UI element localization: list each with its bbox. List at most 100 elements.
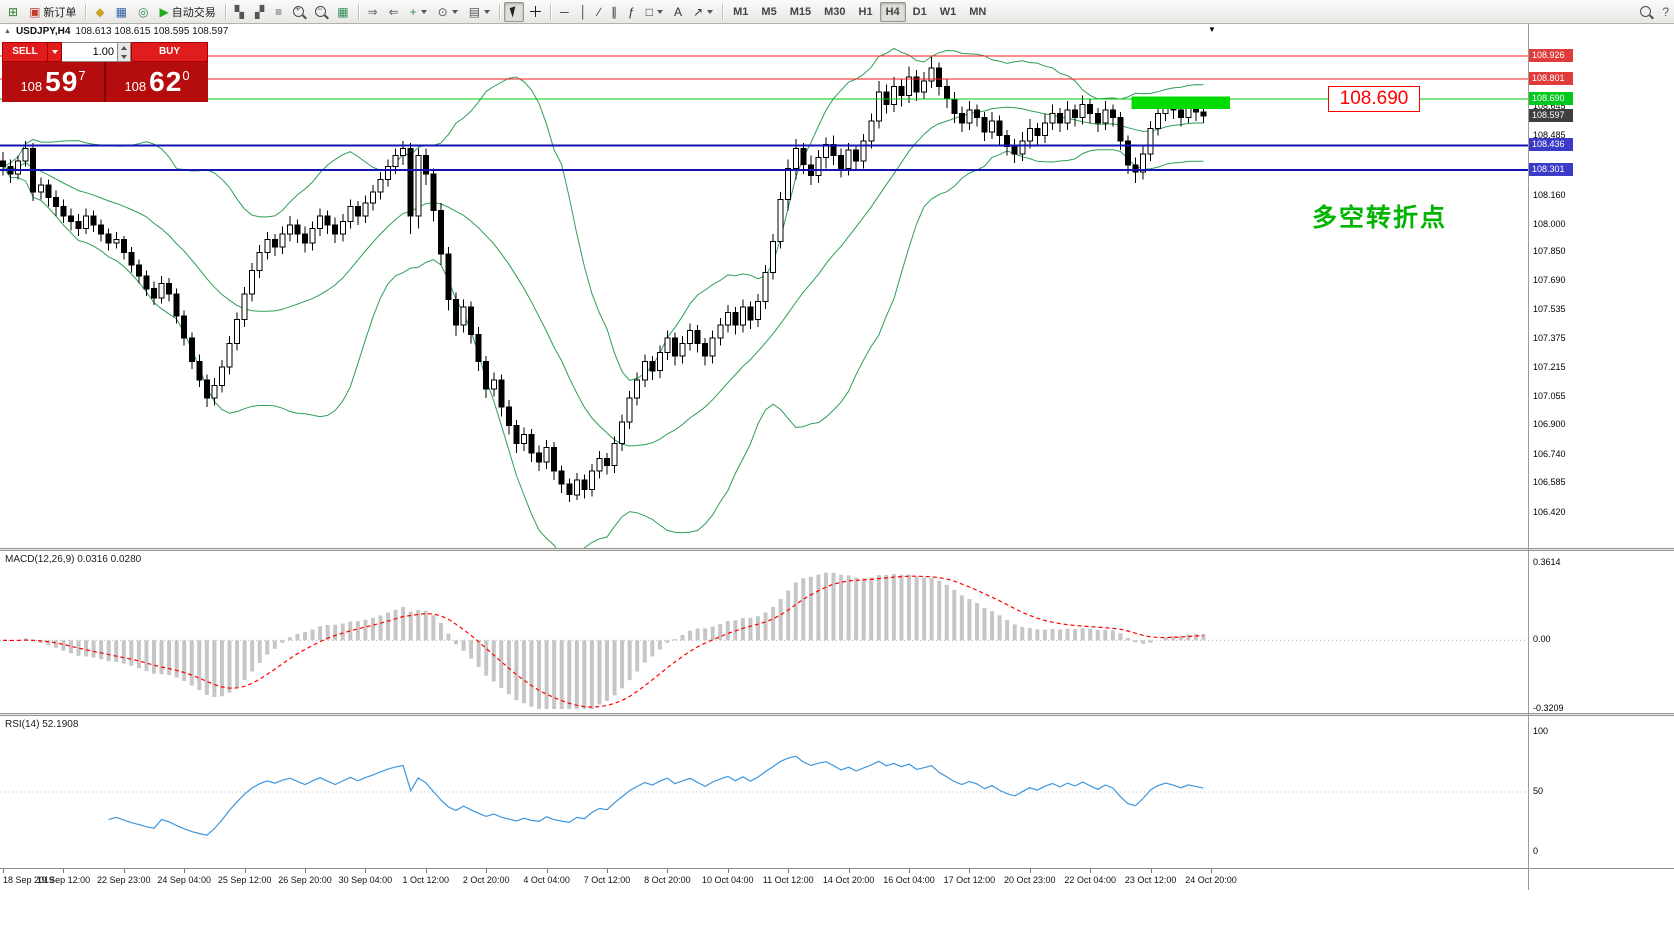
price-callout[interactable]: 108.690 xyxy=(1328,86,1420,112)
timeframe-h4[interactable]: H4 xyxy=(879,1,906,22)
grid-icon[interactable]: ▦ xyxy=(332,2,353,22)
profiles-icon[interactable]: ◆ xyxy=(90,2,109,22)
zoom-in-icon[interactable] xyxy=(288,2,309,22)
timeframe-h1[interactable]: H1 xyxy=(853,2,879,22)
rsi-line xyxy=(108,755,1204,836)
new-order-button[interactable]: ▣ 新订单 xyxy=(24,2,81,22)
autotrading-button[interactable]: ▶ 自动交易 xyxy=(154,2,220,22)
indicators-icon[interactable]: + xyxy=(405,2,432,22)
buy-price-main: 62 xyxy=(149,66,183,97)
vertical-line-icon[interactable]: │ xyxy=(575,2,593,22)
cursor-icon[interactable] xyxy=(504,1,525,22)
market-watch-icon[interactable]: ▦ xyxy=(111,2,132,22)
sell-price-main: 59 xyxy=(45,66,79,97)
rsi-label: RSI(14) 52.1908 xyxy=(5,719,79,730)
time-axis[interactable]: 18 Sep 2019 19 Sep 12:00 22 Sep 23:00 24 Se… xyxy=(0,868,1674,891)
timeframe-w1-label: W1 xyxy=(939,5,957,18)
shapes-icon[interactable]: □ xyxy=(641,2,668,22)
help-icon[interactable]: ? xyxy=(1657,2,1674,22)
timeframe-m15[interactable]: M15 xyxy=(784,2,817,22)
panel-separator[interactable] xyxy=(0,713,1674,716)
candles xyxy=(0,57,1207,503)
templates-icon[interactable]: ▤ xyxy=(464,2,495,22)
zoom-out-icon[interactable] xyxy=(310,2,331,22)
time-axis-label: 16 Oct 04:00 xyxy=(883,875,935,885)
search-icon xyxy=(1640,6,1652,17)
highlight-rect[interactable] xyxy=(1131,96,1230,110)
chevron-down-icon xyxy=(484,9,491,14)
price-badge: 108.801 xyxy=(1529,72,1573,85)
timeframe-m1[interactable]: M1 xyxy=(727,2,754,22)
periods-icon: ⊙ xyxy=(437,4,448,19)
time-axis-tick xyxy=(969,869,971,873)
price-axis[interactable]: 108.645 108.485 108.160 108.000 107.850 107.6… xyxy=(1529,24,1674,890)
arrange-icon: ≡ xyxy=(275,4,283,19)
sell-price[interactable]: 108 59 7 xyxy=(2,62,104,102)
time-axis-tick xyxy=(3,869,4,873)
main-chart[interactable] xyxy=(0,24,1528,548)
time-axis-tick xyxy=(727,869,729,873)
new-chart-icon[interactable]: ⊞ xyxy=(3,2,23,22)
arrange-icon[interactable]: ≡ xyxy=(270,2,287,22)
time-axis-tick xyxy=(1211,869,1212,873)
timeframe-d1[interactable]: D1 xyxy=(907,2,933,22)
time-axis-label: 17 Oct 12:00 xyxy=(943,875,996,885)
price-axis-label: 50 xyxy=(1533,786,1544,796)
buy-button[interactable]: BUY xyxy=(131,42,208,62)
timeframe-mn-label: MN xyxy=(969,5,987,18)
price-axis-label: -0.3209 xyxy=(1533,703,1564,713)
timeframe-m30[interactable]: M30 xyxy=(818,2,851,22)
vertical-line-icon: │ xyxy=(579,4,588,19)
time-axis-tick xyxy=(305,869,306,873)
periods-icon[interactable]: ⊙ xyxy=(433,2,463,22)
trendline-icon[interactable]: ∕ xyxy=(593,2,605,22)
sell-options-button[interactable] xyxy=(48,42,62,62)
time-axis-label: 10 Oct 04:00 xyxy=(702,875,754,885)
rsi-panel[interactable] xyxy=(0,716,1528,868)
timeframe-m5[interactable]: M5 xyxy=(755,2,782,22)
chart-shift-icon[interactable]: ⇐ xyxy=(384,2,404,22)
cascade-windows-icon[interactable]: ▞ xyxy=(250,2,269,22)
search-icon[interactable] xyxy=(1635,2,1656,22)
horizontal-line-icon[interactable]: ─ xyxy=(555,2,574,22)
time-axis-label: 7 Oct 12:00 xyxy=(583,875,631,885)
timeframe-mn[interactable]: MN xyxy=(963,2,992,22)
macd-label: MACD(12,26,9) 0.0316 0.0280 xyxy=(5,554,142,565)
timeframe-w1[interactable]: W1 xyxy=(934,2,963,22)
volume-input[interactable] xyxy=(62,42,118,62)
symbol-label: USDJPY,H4 xyxy=(15,26,71,37)
navigator-icon[interactable]: ◎ xyxy=(133,2,153,22)
text-icon[interactable]: A xyxy=(669,2,687,22)
time-axis-tick xyxy=(788,869,790,873)
timeframe-h1-label: H1 xyxy=(858,5,873,18)
time-axis-label: 30 Sep 04:00 xyxy=(338,875,393,885)
fibonacci-icon: ƒ xyxy=(628,4,635,19)
toolbar-sep xyxy=(722,3,724,20)
chart-shift-marker-icon[interactable]: ▼ xyxy=(1208,25,1216,34)
fibonacci-icon[interactable]: ƒ xyxy=(623,2,640,22)
turning-point-note[interactable]: 多空转折点 xyxy=(1312,204,1448,232)
time-axis-label: 19 Sep 12:00 xyxy=(36,875,91,885)
crosshair-icon xyxy=(530,6,542,17)
time-axis-label: 23 Oct 12:00 xyxy=(1124,875,1177,885)
macd-panel[interactable] xyxy=(0,551,1528,713)
chevron-down-icon xyxy=(657,9,664,14)
time-axis-label: 24 Oct 20:00 xyxy=(1185,875,1237,885)
volume-down-button[interactable] xyxy=(118,52,130,61)
panel-separator[interactable] xyxy=(0,548,1674,551)
toolbar-sep xyxy=(357,3,359,20)
volume-up-button[interactable] xyxy=(118,43,130,52)
toolbar-sep xyxy=(85,3,87,20)
price-badge: 108.597 xyxy=(1529,109,1573,122)
channel-icon[interactable]: ∥ xyxy=(606,2,622,22)
time-axis-tick xyxy=(607,869,608,873)
buy-price[interactable]: 108 62 0 xyxy=(106,62,208,102)
one-click-toggle-icon[interactable]: ▲ xyxy=(4,28,11,35)
crosshair-icon[interactable] xyxy=(525,2,546,22)
sell-button[interactable]: SELL xyxy=(2,42,48,62)
arrows-icon[interactable]: ↗ xyxy=(688,2,718,22)
tile-windows-icon[interactable]: ▚ xyxy=(230,2,249,22)
auto-scroll-icon[interactable]: ⇒ xyxy=(363,2,383,22)
sell-price-pip: 7 xyxy=(78,68,86,83)
price-axis-label: 108.160 xyxy=(1533,190,1566,200)
